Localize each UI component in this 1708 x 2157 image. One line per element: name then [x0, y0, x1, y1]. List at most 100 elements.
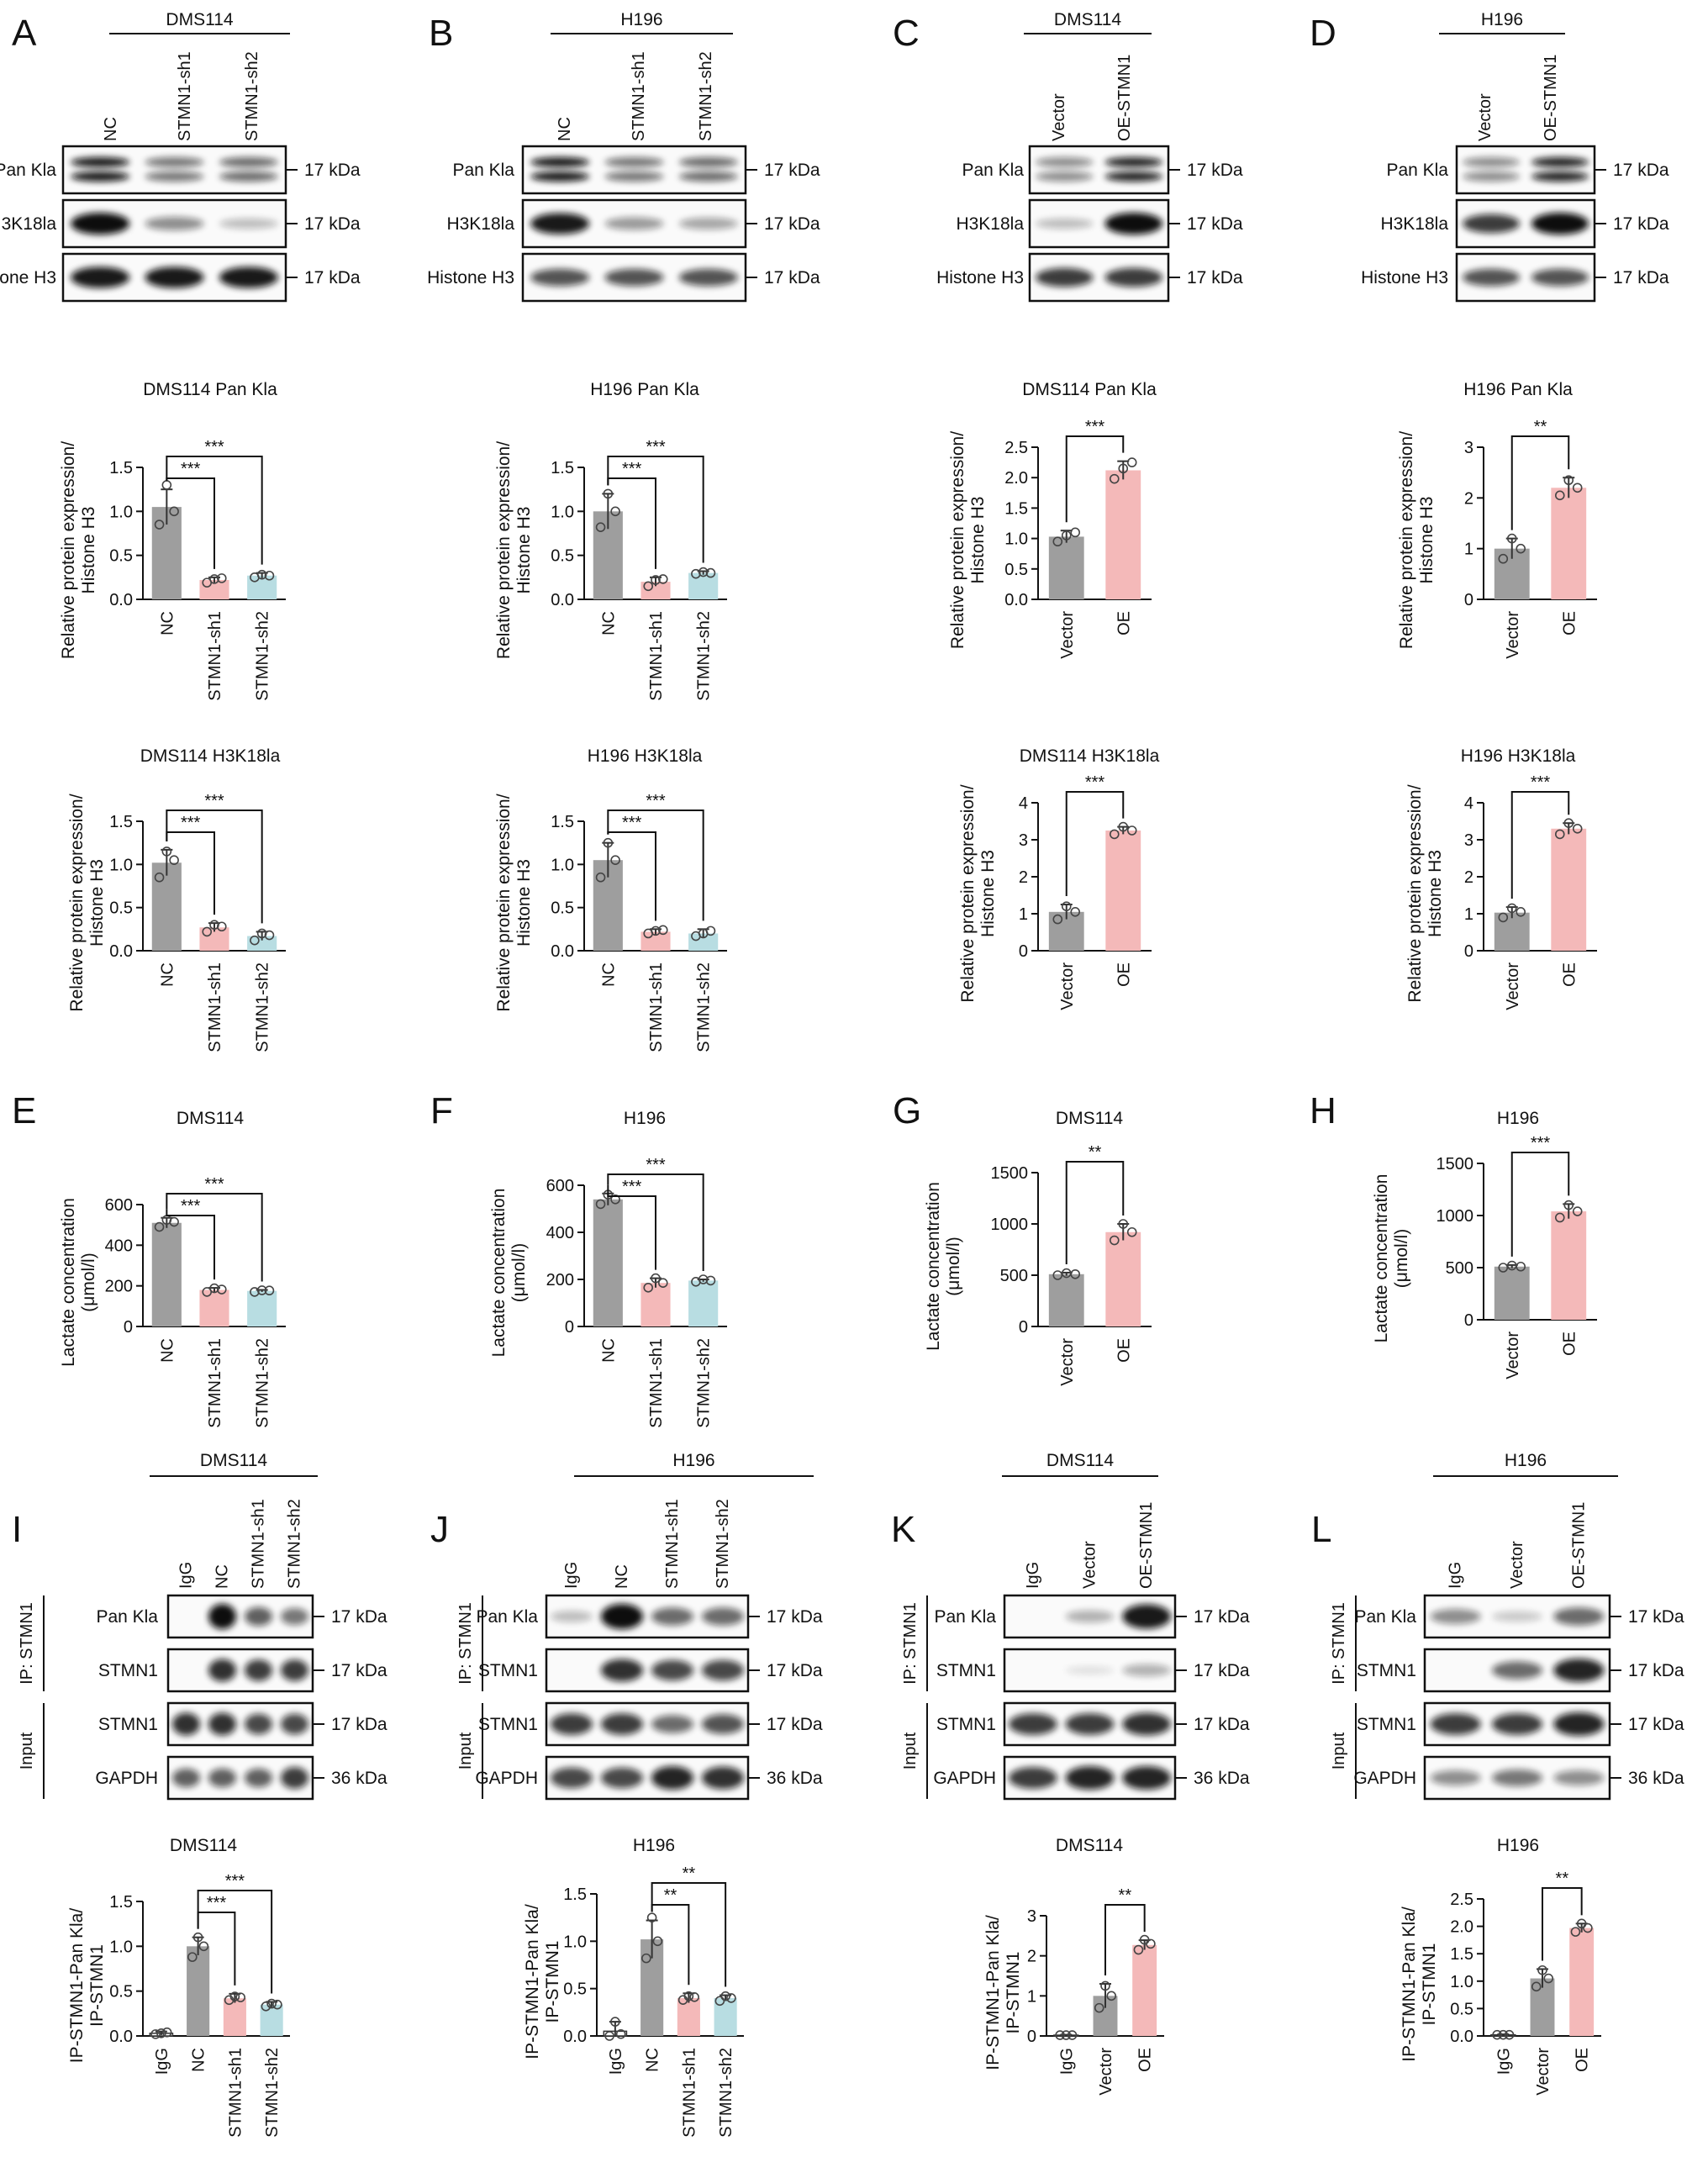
blot-band	[1463, 157, 1520, 167]
chart-title: H196 H3K18la	[1461, 746, 1576, 766]
x-tick-label: OE	[1115, 611, 1133, 635]
significance-stars: ***	[204, 792, 224, 810]
chart-G: G DMS114 0 500 1000 1500 Lactate concentration…	[893, 1090, 1152, 1386]
blot-frame	[1028, 145, 1170, 195]
chart-title: H196	[1497, 1109, 1539, 1128]
blot-row-label: Histone H3	[0, 268, 56, 287]
kda-label: 17 kDa	[1628, 1715, 1684, 1734]
blot-band	[145, 266, 204, 288]
data-point	[272, 1999, 282, 2010]
kda-label: 17 kDa	[1194, 1661, 1250, 1680]
data-point	[610, 1195, 620, 1205]
bar	[1551, 1211, 1587, 1320]
bar	[688, 1280, 719, 1326]
significance-stars: ***	[204, 438, 224, 456]
y-tick-label: 1500	[991, 1164, 1029, 1183]
data-point	[1572, 1206, 1583, 1216]
kda-label: 17 kDa	[764, 161, 820, 180]
y-tick-label: 500	[1446, 1259, 1473, 1278]
significance-bracket	[166, 456, 263, 565]
kda-label: 17 kDa	[1187, 214, 1243, 234]
cell-line-header: H196	[672, 1451, 714, 1470]
data-point	[1109, 473, 1120, 484]
panel-letter-L: L	[1311, 1509, 1331, 1550]
y-tick-label: 2	[1464, 489, 1473, 508]
panel-letter-A: A	[12, 13, 37, 54]
data-point	[156, 2028, 166, 2038]
blot-band	[208, 1659, 236, 1682]
cell-line-header: H196	[620, 10, 662, 29]
blot-band	[1553, 1770, 1605, 1785]
y-axis-label: IP-STMN1-Pan Kla/	[1400, 1906, 1419, 2062]
y-tick-label: 3	[1019, 831, 1028, 850]
y-tick-label: 0.5	[1004, 561, 1028, 579]
blot-band	[1122, 1766, 1171, 1790]
x-tick-label: NC	[599, 962, 618, 987]
kda-label: 17 kDa	[1194, 1715, 1250, 1734]
input-tag: Input	[18, 1732, 36, 1769]
x-tick-label: IgG	[1494, 2048, 1513, 2075]
kda-label: 17 kDa	[1194, 1607, 1250, 1627]
ip-panel-L: L H196 IgG Vector OE-STMN1 Pan Kla 17 kDa STMN1…	[1311, 1451, 1684, 1801]
data-point	[1118, 821, 1129, 832]
panel-letter-C: C	[893, 13, 920, 54]
blot-band	[281, 1767, 308, 1789]
y-axis-label: Lactate concentration	[489, 1189, 509, 1358]
lane-label: STMN1-sh2	[697, 51, 715, 141]
data-point	[1067, 2030, 1078, 2040]
chart-title: DMS114	[177, 1109, 244, 1128]
blot-band	[1065, 1766, 1115, 1790]
blot-band	[678, 268, 738, 287]
panel-letter-G: G	[893, 1090, 921, 1131]
y-tick-label: 0.5	[109, 1983, 133, 2001]
y-tick-label: 0.0	[1450, 2028, 1473, 2046]
blot-band	[245, 1768, 272, 1788]
significance-bracket	[607, 1184, 656, 1270]
blot-band	[1036, 171, 1094, 182]
significance-stars: ***	[225, 1872, 245, 1891]
kda-label: 17 kDa	[1613, 161, 1669, 180]
blot-band	[1492, 1661, 1542, 1680]
blot-band	[651, 1715, 693, 1733]
y-axis-label: (μmol/l)	[944, 1237, 963, 1295]
y-axis-label: Relative protein expression/	[67, 794, 87, 1011]
bar	[187, 1946, 210, 2036]
blot-row-label: STMN1	[1357, 1715, 1416, 1734]
blot-band	[145, 216, 204, 231]
data-point	[1133, 1944, 1144, 1955]
y-tick-label: 0.5	[563, 1980, 587, 1999]
significance-stars: ***	[1531, 773, 1551, 792]
chart-title: DMS114 H3K18la	[140, 746, 281, 766]
significance-bracket	[651, 1882, 727, 1987]
blot-band	[551, 1611, 593, 1622]
blot-row-label: Pan Kla	[962, 161, 1024, 180]
data-point	[720, 1991, 730, 2001]
data-point	[1554, 1212, 1565, 1223]
data-point	[604, 2031, 614, 2041]
data-point	[1061, 530, 1072, 541]
data-point	[651, 1273, 661, 1284]
significance-bracket	[1510, 1152, 1570, 1257]
y-tick-label: 600	[546, 1177, 574, 1195]
data-point	[603, 837, 614, 848]
significance-stars: **	[664, 1886, 677, 1905]
x-tick-label: Vector	[1534, 2048, 1552, 2096]
blot-row-label: Pan Kla	[1386, 161, 1448, 180]
data-point	[657, 925, 668, 936]
data-point	[1100, 1980, 1110, 1991]
blot-band	[219, 171, 278, 182]
blot-band	[1492, 1611, 1542, 1622]
significance-stars: ***	[181, 1197, 201, 1216]
blot-band	[1009, 1767, 1057, 1789]
y-tick-label: 0.0	[109, 591, 133, 609]
data-point	[192, 1932, 203, 1943]
data-point	[595, 872, 606, 883]
blot-row-label: STMN1	[936, 1661, 996, 1680]
blot-band	[1065, 1713, 1115, 1735]
data-point	[1061, 2030, 1072, 2040]
chart-title: H196 Pan Kla	[590, 380, 699, 399]
y-axis-label: IP-STMN1-Pan Kla/	[523, 1904, 542, 2059]
y-tick-label: 1000	[1437, 1207, 1474, 1226]
bar	[1105, 1231, 1141, 1326]
y-axis-label: IP-STMN1	[543, 1940, 562, 2023]
